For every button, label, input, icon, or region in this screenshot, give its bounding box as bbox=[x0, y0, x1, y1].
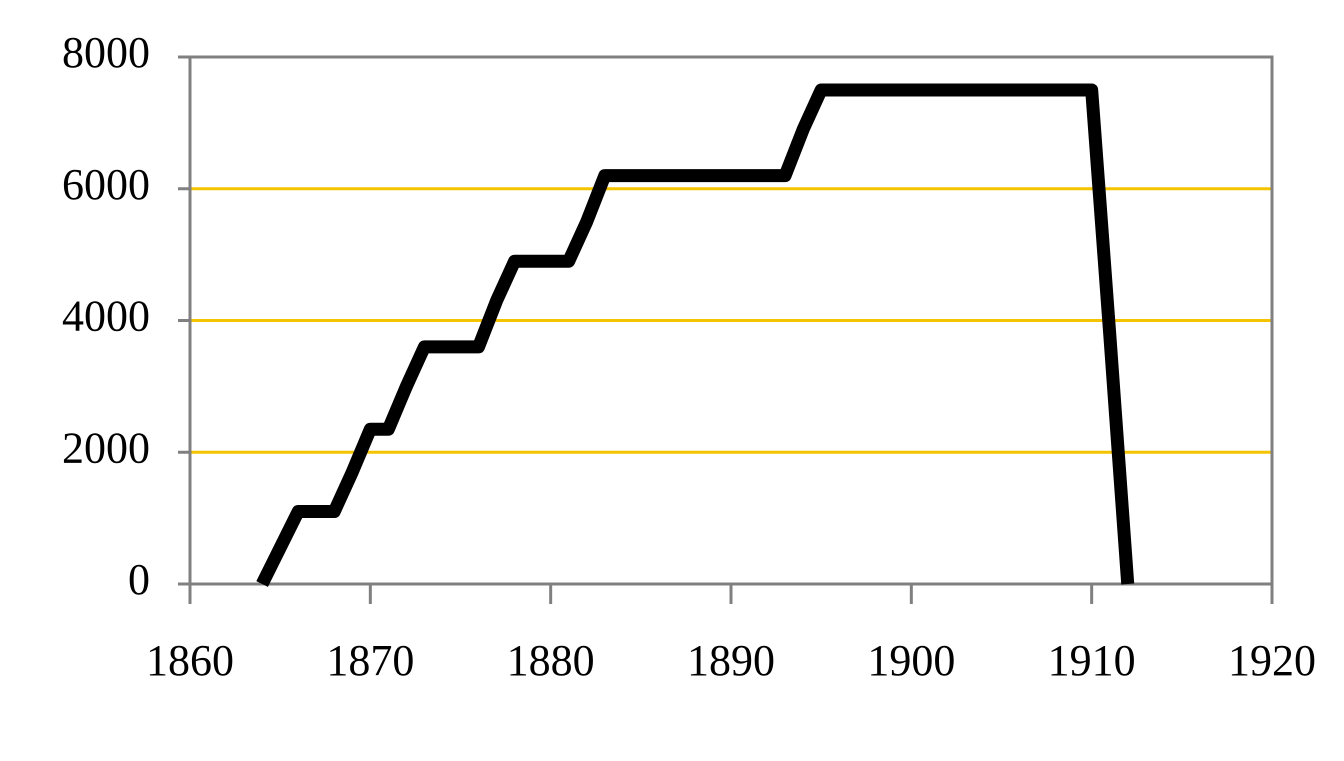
y-tick-label: 0 bbox=[128, 555, 150, 604]
x-tick-label: 1920 bbox=[1228, 636, 1316, 685]
y-tick-label: 6000 bbox=[62, 160, 150, 209]
y-tick-label: 8000 bbox=[62, 28, 150, 77]
x-tick-label: 1910 bbox=[1048, 636, 1136, 685]
x-tick-label: 1900 bbox=[867, 636, 955, 685]
x-tick-label: 1880 bbox=[507, 636, 595, 685]
y-tick-label: 4000 bbox=[62, 292, 150, 341]
line bbox=[256, 83, 1135, 587]
x-tick-label: 1890 bbox=[687, 636, 775, 685]
x-tick-label: 1860 bbox=[146, 636, 234, 685]
y-tick-label: 2000 bbox=[62, 423, 150, 472]
plot-frame bbox=[190, 55, 1274, 584]
x-tick-label: 1870 bbox=[326, 636, 414, 685]
